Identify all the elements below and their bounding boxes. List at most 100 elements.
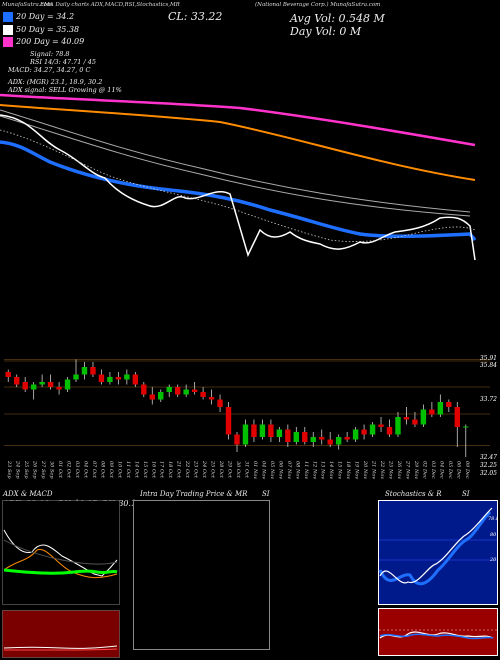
stoch-tick-0: 78.8 [488, 516, 498, 522]
date-tick-label: 12 Nov [311, 461, 317, 479]
date-tick-label: 03 Oct [74, 461, 80, 479]
date-tick-label: 15 Oct [142, 461, 148, 479]
date-tick-label: 13 Nov [320, 461, 326, 479]
date-tick-label: 14 Oct [133, 461, 139, 479]
indicator-signal: Signal: 78.8 [30, 50, 70, 58]
date-tick-label: 19 Nov [354, 461, 360, 479]
ema-ribbon-upper [0, 109, 471, 213]
date-tick-label: 04 Dec [438, 461, 444, 479]
date-tick-label: 25 Sep [23, 460, 29, 479]
candle-body [395, 417, 401, 435]
price-label-4: 32.25 [479, 462, 497, 469]
indicator-adx: ADX: (MGR) 23.1, 18.9, 30.2 [8, 78, 103, 86]
rsi-blue-line [379, 633, 494, 640]
date-tick-label: 20 Nov [362, 460, 368, 479]
candle-body [327, 439, 333, 445]
legend-label-20day: 20 Day = 34.2 [16, 12, 75, 21]
date-tick-label: 02 Oct [66, 461, 72, 479]
candle-body [369, 424, 376, 435]
candle-body [149, 394, 155, 400]
date-tick-label: 31 Oct [243, 461, 249, 479]
stoch-white-line [379, 507, 493, 584]
date-tick-label: 21 Oct [176, 460, 182, 479]
si-title: SI [262, 490, 270, 498]
date-tick-label: 23 Sep [6, 460, 12, 479]
candle-body [107, 377, 113, 382]
date-tick-label: 08 Oct [99, 461, 105, 479]
candle-body [361, 429, 367, 435]
candle-body [73, 374, 79, 380]
legend-label-50day: 50 Day = 35.38 [16, 25, 80, 34]
date-tick-label: 21 Nov [371, 460, 377, 479]
candle-body [386, 427, 393, 435]
candle-body [90, 367, 96, 375]
candle-body [276, 429, 283, 437]
rsi-panel-frame [378, 608, 498, 656]
candle-body [22, 382, 28, 390]
candle-body [98, 374, 105, 382]
date-tick-label: 11 Nov [303, 461, 309, 479]
stoch-blue-line [378, 510, 492, 586]
date-tick-label: 18 Oct [167, 461, 173, 479]
ema-chart [0, 93, 477, 261]
ema-200-line [0, 93, 476, 147]
date-tick-label: 25 Oct [210, 460, 216, 479]
mr-panel [133, 500, 270, 650]
candle-body [319, 437, 325, 440]
close-price: CL: 33.22 [168, 10, 223, 23]
adx-panel [2, 500, 120, 605]
date-axis: 23 Sep 24 Sep 25 Sep 26 Sep 27 Sep 30 Sep 01 O… [6, 460, 470, 479]
candle-body [302, 432, 308, 442]
price-grid [4, 358, 490, 446]
legend-200day: 200 Day = 40.09 [3, 37, 84, 47]
candle-body [335, 437, 342, 445]
candle-body [39, 382, 45, 385]
candle-body [183, 389, 189, 395]
adx-orange-line [3, 549, 118, 579]
candle-body [5, 372, 11, 377]
candle-body [200, 392, 206, 397]
date-tick-label: 01 Oct [57, 461, 63, 479]
candle-body [234, 434, 240, 445]
indicator-rsi: RSI 14/3: 47.71 / 45 [30, 58, 97, 66]
legend-50day: 50 Day = 35.38 [3, 25, 79, 35]
candle-body [64, 379, 71, 390]
adx-green-line [3, 568, 118, 575]
candle-body [174, 387, 181, 395]
price-label-5: 32.05 [479, 470, 497, 477]
date-tick-label: 30 Sep [49, 461, 55, 479]
stoch-title: Stochastics & R [385, 490, 442, 498]
candle-body [56, 387, 62, 390]
candle-body [225, 407, 232, 435]
legend-swatch-20day [3, 12, 13, 22]
price-dotted-line [0, 129, 476, 242]
macd-red-line [3, 648, 118, 651]
candle-body [437, 402, 444, 415]
chart-subtitle: EMA Daily charts ADX,MACD,RSI,Stochastic… [40, 2, 180, 8]
date-tick-label: 05 Dec [447, 461, 453, 479]
adx-panel-frame [2, 500, 120, 605]
date-tick-label: 30 Oct [235, 461, 241, 479]
price-label-0: 35.91 [479, 355, 497, 362]
candle-body [208, 397, 215, 400]
candle-body [132, 374, 139, 385]
mr-title: Intra Day Trading Price & MR [140, 490, 248, 498]
date-tick-label: 14 Nov [328, 461, 334, 479]
date-tick-label: 06 Dec [455, 461, 461, 479]
date-tick-label: 27 Nov [404, 460, 410, 479]
candle-body [352, 429, 359, 440]
rsi-panel [378, 608, 498, 656]
stochastics-panel: 78.8 80 20 [378, 500, 498, 605]
stoch-blue-area [379, 501, 497, 604]
date-tick-label: 08 Nov [294, 461, 300, 479]
date-tick-label: 10 Oct [116, 461, 122, 479]
candle-body [344, 437, 350, 440]
candle-body [47, 382, 54, 387]
stoch-tick-1: 80 [490, 532, 497, 538]
date-tick-label: 01 Nov [252, 461, 258, 479]
date-tick-label: 22 Nov [379, 460, 385, 479]
candle-body [242, 424, 249, 445]
candle-body [268, 424, 274, 437]
indicator-adx-signal: ADX signal: SELL Growing @ 11% [8, 86, 122, 94]
candle-body [30, 384, 37, 390]
